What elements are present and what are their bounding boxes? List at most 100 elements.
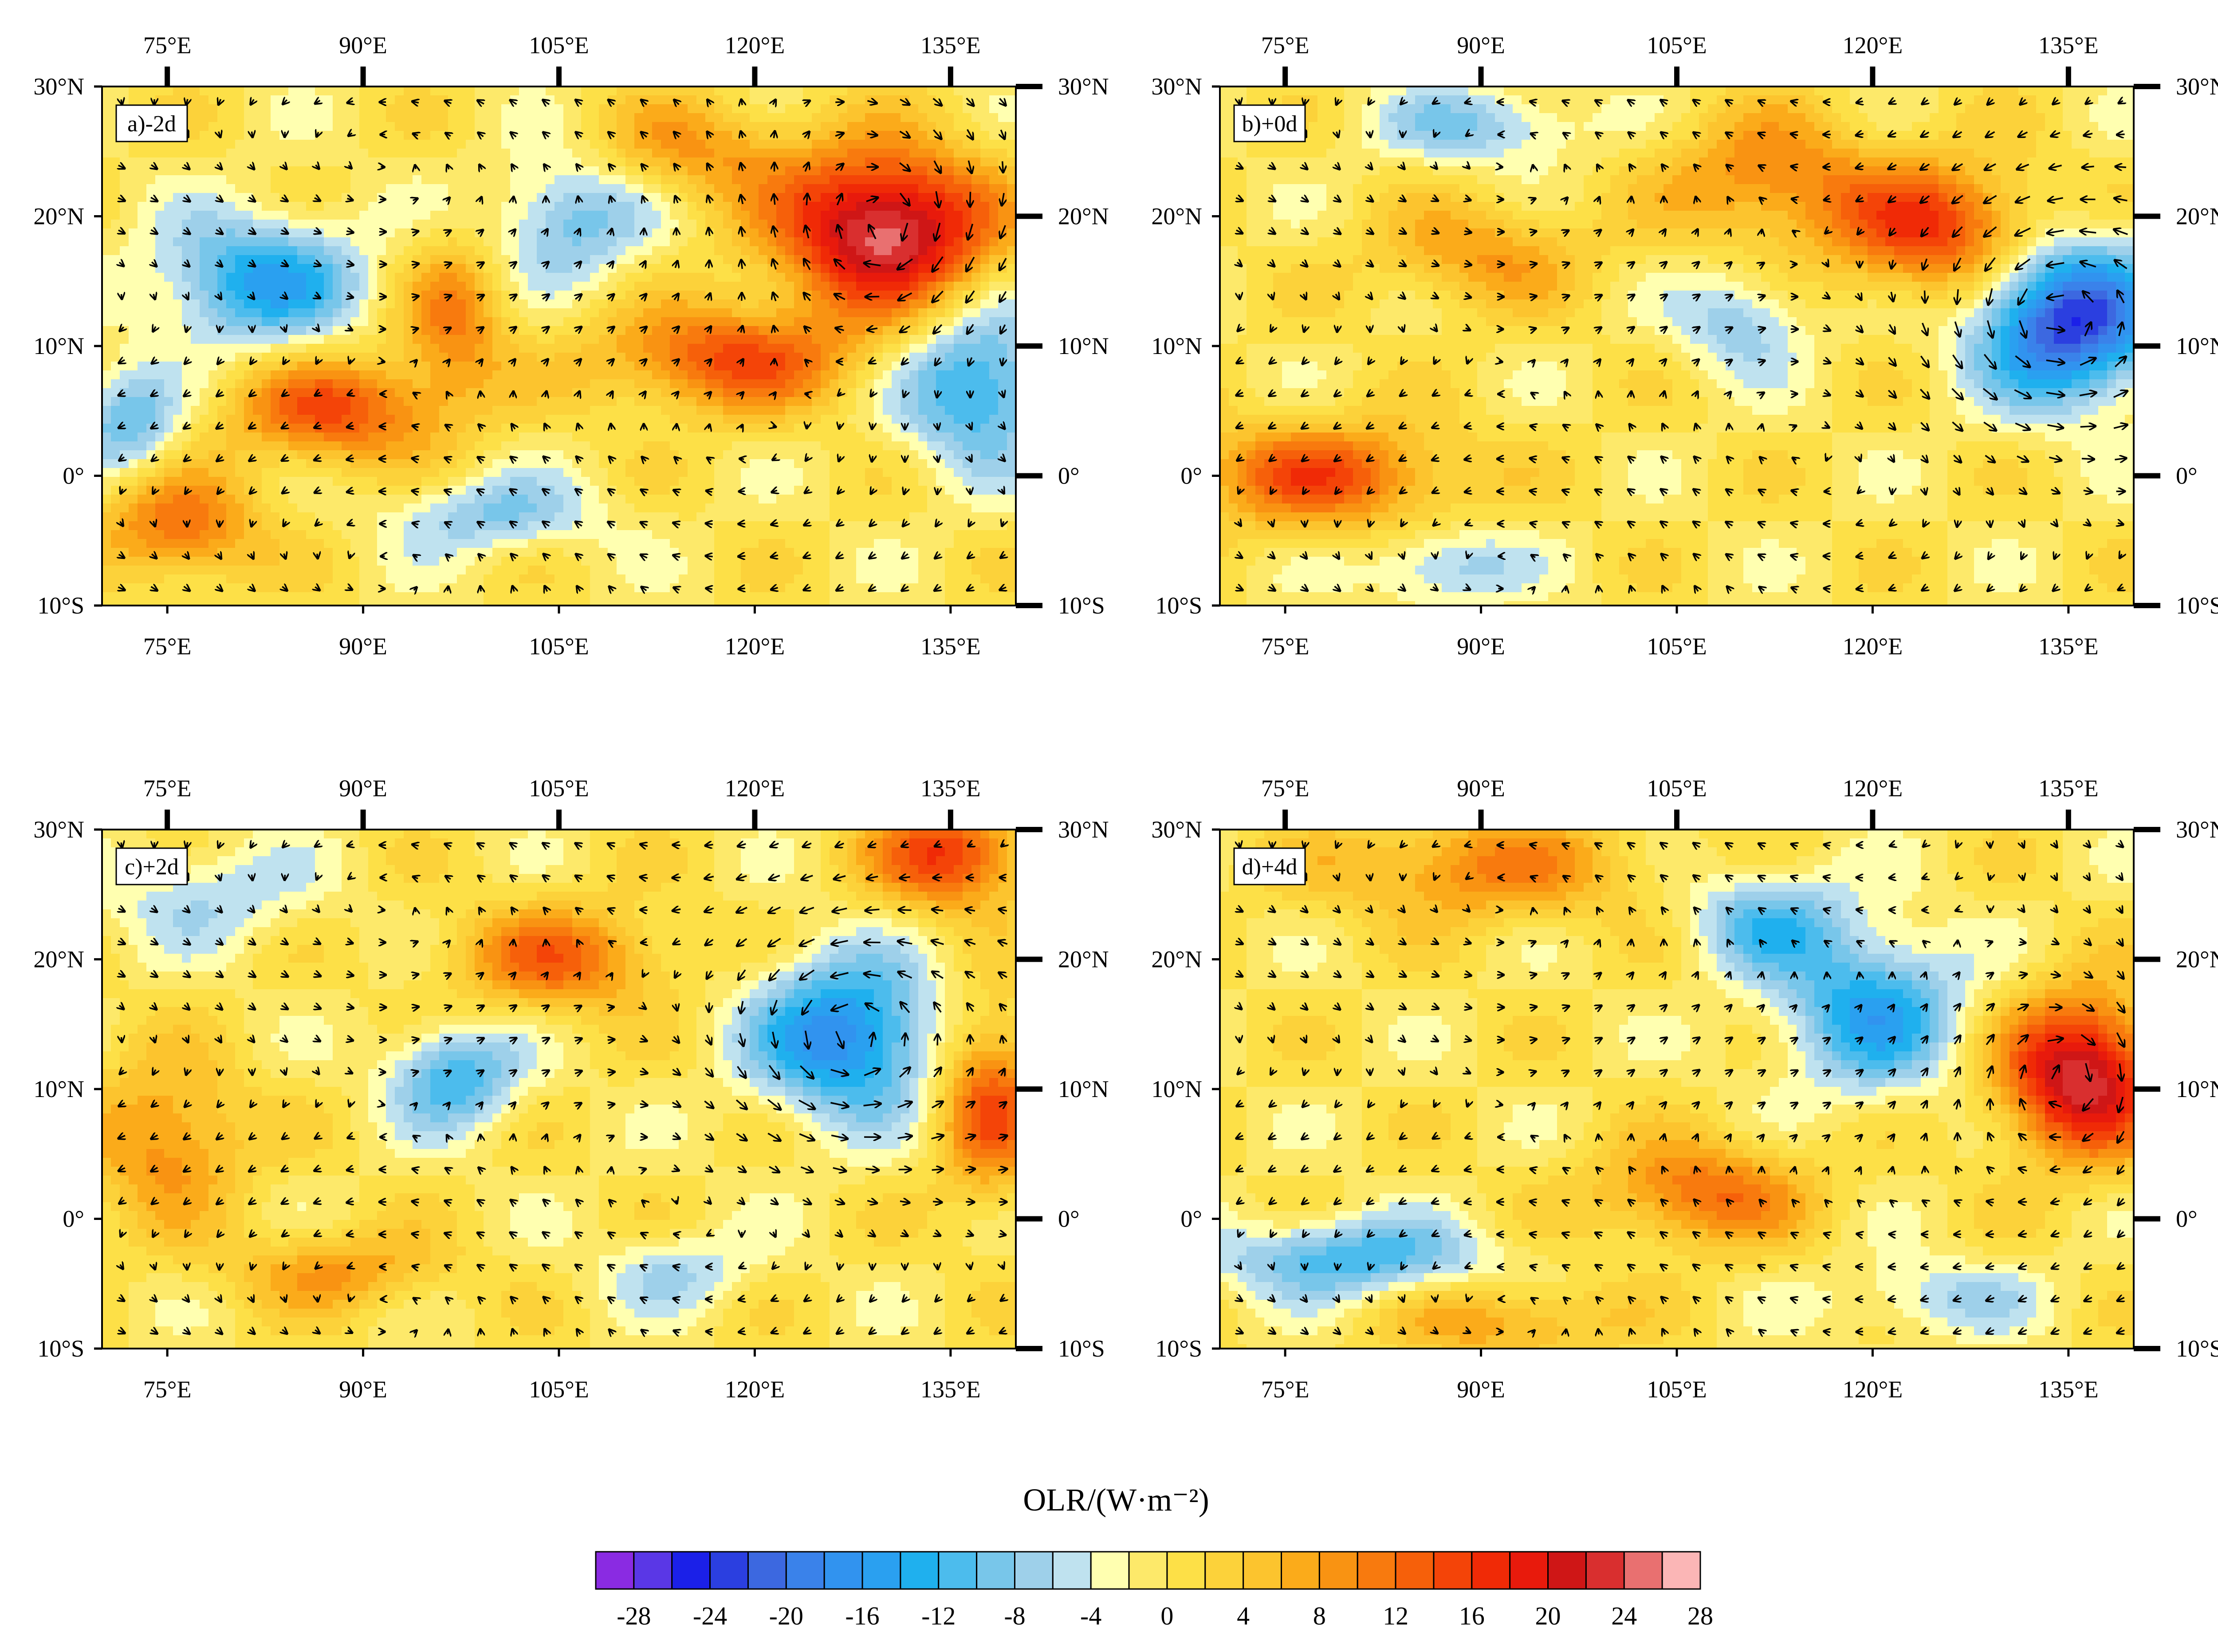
- wind-arrow: [119, 262, 124, 266]
- wind-arrow: [1953, 132, 1962, 137]
- wind-arrow: [1628, 262, 1634, 267]
- wind-arrow: [1367, 392, 1373, 396]
- lat-label-left: 10°S: [1155, 592, 1202, 619]
- colorbar-swatch: [1471, 1551, 1511, 1590]
- wind-arrow: [1726, 554, 1732, 558]
- colorbar-swatch: [595, 1551, 635, 1590]
- wind-arrow: [708, 228, 710, 236]
- wind-arrow: [1595, 100, 1602, 104]
- wind-arrow: [1986, 132, 1995, 137]
- wind-arrow: [1270, 489, 1273, 494]
- panel-label-a: a)-2d: [115, 104, 188, 142]
- wind-arrow: [902, 358, 908, 364]
- wind-arrow: [316, 359, 319, 364]
- wind-arrow: [218, 554, 221, 559]
- wind-arrow: [347, 393, 353, 395]
- wind-arrow: [1955, 554, 1960, 559]
- wind-arrow: [412, 523, 418, 525]
- wind-arrow: [2015, 355, 2030, 367]
- wind-arrow: [774, 326, 775, 333]
- wind-arrow: [836, 587, 843, 591]
- wind-arrow: [1889, 555, 1895, 558]
- wind-arrow: [1791, 101, 1798, 103]
- wind-arrow: [969, 521, 972, 527]
- wind-arrow: [2047, 263, 2065, 266]
- lat-label-left: 0°: [1180, 1206, 1202, 1232]
- wind-arrow: [1791, 523, 1798, 525]
- wind-arrow: [1236, 198, 1243, 201]
- wind-arrow: [1530, 231, 1537, 232]
- wind-arrow: [1237, 262, 1242, 266]
- wind-arrow: [869, 225, 877, 240]
- wind-arrow: [970, 390, 971, 397]
- wind-arrow: [478, 230, 484, 234]
- lat-label-right: 10°N: [2176, 333, 2218, 359]
- wind-arrow: [152, 262, 157, 267]
- wind-arrow: [834, 294, 846, 299]
- wind-arrow: [576, 359, 581, 364]
- wind-arrow: [1531, 198, 1536, 201]
- colorbar-swatch: [1014, 1551, 1054, 1590]
- wind-arrow: [1597, 197, 1600, 202]
- wind-arrow: [217, 165, 222, 169]
- wind-arrow: [1000, 225, 1005, 238]
- wind-arrow: [480, 197, 482, 202]
- wind-arrow: [543, 456, 549, 461]
- lat-label-right: 10°N: [1058, 1076, 1109, 1102]
- wind-arrow: [151, 457, 157, 461]
- wind-arrow: [1661, 456, 1667, 461]
- wind-arrow: [1432, 425, 1439, 428]
- lat-label-left: 10°N: [1151, 333, 1202, 359]
- lon-label-top: 90°E: [339, 775, 387, 802]
- wind-arrow: [838, 392, 842, 396]
- wind-arrow: [641, 490, 647, 493]
- wind-arrow: [153, 326, 156, 332]
- wind-arrow: [347, 198, 353, 200]
- wind-arrow: [1302, 262, 1307, 267]
- wind-arrow: [446, 197, 450, 201]
- wind-arrow: [1661, 359, 1666, 364]
- wind-arrow: [415, 165, 416, 169]
- lat-label-right: 10°S: [1058, 1335, 1105, 1362]
- wind-arrow: [1368, 489, 1372, 494]
- wind-arrow: [741, 99, 742, 105]
- wind-arrow: [316, 327, 319, 331]
- wind-arrow: [1367, 425, 1373, 429]
- wind-arrow: [413, 134, 418, 135]
- wind-arrow: [2085, 100, 2090, 104]
- wind-arrow: [771, 523, 778, 525]
- wind-arrow: [1856, 588, 1863, 589]
- wind-arrow: [1434, 132, 1436, 137]
- wind-arrow: [1695, 229, 1698, 234]
- wind-arrow: [1530, 426, 1536, 428]
- wind-arrow: [1269, 359, 1274, 364]
- wind-arrow: [707, 326, 711, 332]
- wind-arrow: [480, 1134, 481, 1140]
- wind-arrow: [118, 360, 125, 363]
- wind-arrow: [445, 328, 451, 331]
- wind-arrow: [1856, 197, 1863, 201]
- wind-arrow: [1465, 101, 1471, 103]
- wind-arrow: [2018, 288, 2028, 305]
- wind-arrow: [346, 458, 354, 460]
- wind-arrow: [219, 1264, 220, 1270]
- wind-arrow: [835, 164, 844, 170]
- wind-arrow: [479, 165, 482, 169]
- wind-arrow: [576, 164, 581, 170]
- wind-arrow: [1987, 586, 1993, 591]
- wind-arrow: [1758, 295, 1765, 298]
- wind-arrow: [1302, 424, 1308, 429]
- wind-arrow: [1824, 295, 1830, 299]
- wind-arrow: [2115, 166, 2127, 167]
- wind-arrow: [1563, 523, 1569, 525]
- wind-arrow: [315, 198, 320, 201]
- wind-arrow: [1824, 327, 1831, 330]
- lat-label-left: 0°: [63, 1206, 84, 1232]
- wind-arrow: [1368, 359, 1372, 364]
- wind-arrow: [968, 160, 971, 173]
- wind-arrow: [1952, 354, 1962, 368]
- wind-arrow: [806, 193, 807, 205]
- wind-arrow: [185, 554, 189, 559]
- colorbar-tick-label: -8: [1004, 1601, 1025, 1630]
- wind-arrow: [865, 296, 880, 297]
